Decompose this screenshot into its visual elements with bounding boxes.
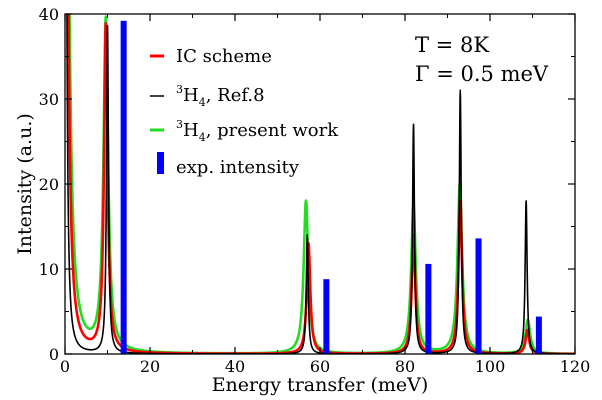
legend-present-subscript: 4 bbox=[199, 131, 206, 144]
series-line-ic-scheme bbox=[67, 14, 575, 354]
exp-intensity-bars bbox=[120, 20, 542, 354]
y-axis-title: Intensity (a.u.) bbox=[14, 113, 36, 255]
legend-ref8-main: H bbox=[183, 85, 199, 106]
y-tick-label: 30 bbox=[39, 90, 59, 109]
x-tick-label: 20 bbox=[140, 357, 160, 376]
series-line-h-present-work bbox=[68, 14, 575, 354]
exp-intensity-bar bbox=[535, 316, 542, 354]
x-tick-label: 100 bbox=[475, 357, 506, 376]
x-tick-label: 60 bbox=[310, 357, 330, 376]
exp-intensity-bar bbox=[425, 263, 432, 354]
x-tick-label: 80 bbox=[395, 357, 415, 376]
legend-swatch-exp-intensity bbox=[157, 152, 164, 174]
y-tick-label: 10 bbox=[39, 260, 59, 279]
legend-label-ref8: 3H4, Ref.8 bbox=[176, 83, 265, 109]
legend-present-superscript: 3 bbox=[176, 118, 183, 131]
y-tick-label: 20 bbox=[39, 175, 59, 194]
y-tick-label: 40 bbox=[39, 5, 59, 24]
exp-intensity-bar bbox=[475, 238, 482, 354]
x-axis-title: Energy transfer (meV) bbox=[212, 374, 429, 396]
legend-ref8-subscript: 4 bbox=[199, 96, 206, 109]
legend-present-main: H bbox=[183, 120, 199, 141]
annotation-gamma: Γ = 0.5 meV bbox=[415, 62, 549, 86]
series-line-h-ref-8 bbox=[66, 14, 575, 354]
axis-ticks: 0 20 40 60 80 100 120 0 10 20 30 40 bbox=[39, 5, 591, 376]
x-tick-label: 40 bbox=[225, 357, 245, 376]
legend-label-exp-intensity: exp. intensity bbox=[176, 157, 300, 178]
legend: IC scheme 3H4, Ref.8 3H4, present work e… bbox=[150, 46, 339, 178]
exp-intensity-bar bbox=[323, 279, 330, 354]
curves-layer bbox=[66, 14, 575, 354]
legend-ref8-rest: , Ref.8 bbox=[206, 85, 265, 106]
y-tick-label: 0 bbox=[49, 345, 59, 364]
x-tick-label: 120 bbox=[560, 357, 591, 376]
exp-intensity-bar bbox=[120, 20, 127, 354]
legend-label-present-work: 3H4, present work bbox=[176, 118, 339, 144]
legend-present-rest: , present work bbox=[206, 120, 340, 141]
legend-ref8-superscript: 3 bbox=[176, 83, 183, 96]
legend-label-ic-scheme: IC scheme bbox=[176, 46, 272, 67]
x-tick-label: 0 bbox=[60, 357, 70, 376]
annotation-temperature: T = 8K bbox=[415, 33, 489, 57]
